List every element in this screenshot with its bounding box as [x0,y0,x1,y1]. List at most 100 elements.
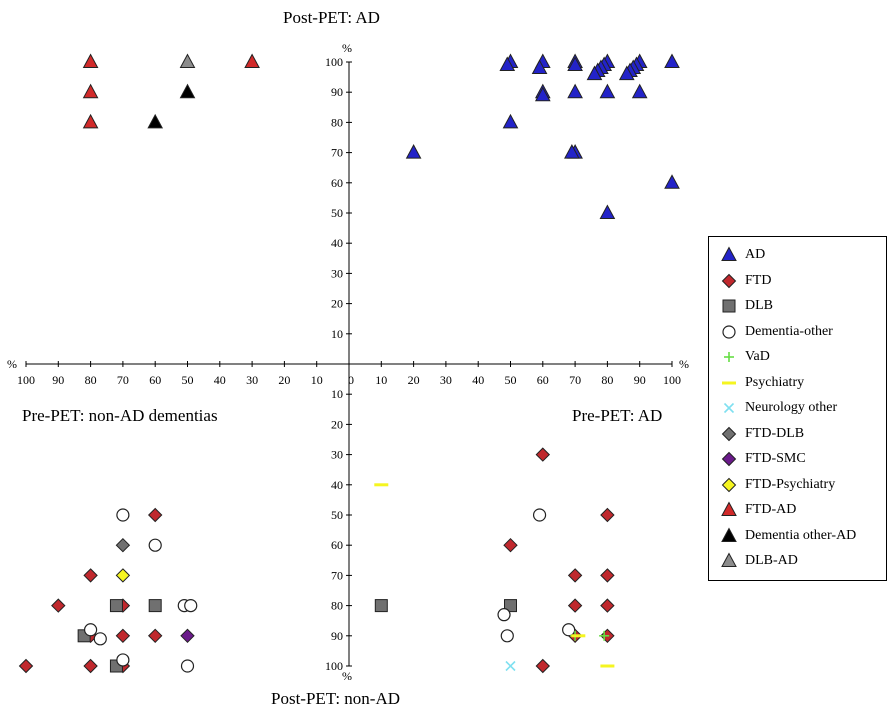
point-dem_other [497,608,511,622]
point-ftd [535,658,551,674]
legend-symbol-dlb_ad [721,552,737,567]
series-ftd_dlb [115,537,131,553]
y-axis-unit-top: % [342,41,352,55]
point-ftd [83,658,98,674]
legend-label-ftd_ad: FTD-AD [745,502,797,517]
legend-label-ad: AD [745,247,766,262]
point-psych [374,483,389,487]
legend-symbol-ftd_ad [721,501,737,516]
point-ftd [600,598,615,613]
point-dem_other [116,653,130,667]
y-tick-label: 70 [331,568,343,582]
y-tick-label: 20 [331,297,343,311]
point-ad [534,86,551,102]
y-tick-label: 90 [331,85,343,99]
legend-marker-dem_other [722,324,736,339]
point-ad [618,65,635,81]
legend-marker-vad [724,352,734,362]
point-dlb_ad [179,53,196,68]
point-ftd [115,628,131,644]
legend-symbol-ftd_smc [721,451,737,467]
point-ad [567,56,583,72]
axes: 0 10 10 20 20 30 30 40 40 50 50 60 60 70 70 80 80 90 90 100… [7,41,689,683]
x-tick-label: 60 [149,373,161,387]
y-tick-label: 10 [331,387,343,401]
legend-symbol-dlb [722,299,736,313]
point-psych [571,634,586,638]
legend-marker-ftd_ad [721,501,737,516]
x-tick-label: 10 [375,373,387,387]
series-ftd_psych [115,568,131,583]
point-ad [405,144,422,159]
x-tick-label: 50 [182,373,194,387]
legend-symbol-ftd_dlb [721,426,737,441]
point-dlb [374,599,388,613]
point-dem_other [180,659,195,673]
point-dem_other [532,508,547,522]
point-vad [599,630,610,641]
legend-symbol-ftd_psych [721,477,737,492]
legend-item-ftd_ad: FTD-AD [719,500,796,520]
y-tick-label: 60 [331,176,343,190]
y-tick-label: 100 [325,659,343,673]
x-tick-label: 40 [472,373,484,387]
legend-marker-ftd [721,273,737,288]
point-psych [600,664,615,668]
point-ftd [535,447,551,462]
series-ftd_smc [180,628,195,644]
legend-item-ftd: FTD [719,271,771,291]
legend-symbol-dem_other_ad [721,526,737,542]
legend-item-vad: VaD [719,347,770,367]
point-dem_other [83,623,98,637]
x-tick-label: 80 [601,373,613,387]
point-ftd [147,628,163,644]
legend-item-psych: Psychiatry [719,373,804,393]
x-tick-label: 20 [408,373,420,387]
x-tick-label: 50 [505,373,517,387]
x-tick-label: 20 [278,373,290,387]
legend-symbol-psych [722,381,736,384]
legend-symbol-ftd [721,273,737,288]
legend-label-dlb: DLB [745,298,773,313]
series-dlb [77,599,517,673]
point-ftd_smc [180,628,195,644]
legend-item-ftd_smc: FTD-SMC [719,449,806,469]
legend-label-dlb_ad: DLB-AD [745,553,798,568]
y-tick-label: 60 [331,538,343,552]
point-ftd_ad [82,113,99,129]
point-dem_other [562,623,576,637]
series-ftd_ad [82,53,260,129]
x-tick-label: 60 [537,373,549,387]
y-tick-label: 30 [331,266,343,280]
point-dlb [148,599,162,613]
legend-marker-psych [722,381,736,384]
point-ftd [83,568,98,583]
legend-item-ftd_dlb: FTD-DLB [719,424,804,444]
x-tick-label: 30 [440,373,452,387]
legend: AD FTD DLB Dementia-other VaD Psychiatry Neuro… [708,236,887,581]
y-tick-label: 40 [331,236,343,250]
point-ftd [503,537,518,553]
legend-item-ad: AD [719,245,765,265]
y-tick-label: 40 [331,478,343,492]
point-dlb [504,599,517,613]
point-ftd [18,658,34,674]
legend-marker-ftd_smc [721,451,737,467]
legend-symbol-ad [721,246,737,261]
point-dem_other [184,598,198,613]
point-ftd [147,507,163,523]
x-tick-label: 90 [634,373,646,387]
series-ad [405,53,680,219]
legend-symbol-dem_other [722,324,736,339]
point-ftd [51,598,66,613]
point-ad [567,83,583,99]
legend-marker-dlb [722,299,736,313]
quadrant-label-left: Pre-PET: non-AD dementias [22,406,218,425]
quadrant-label-right: Pre-PET: AD [572,406,663,425]
legend-label-ftd: FTD [745,272,772,288]
point-ad [531,59,548,75]
series-dem_other_ad [147,83,196,129]
legend-label-ftd_psych: FTD-Psychiatry [745,476,836,492]
point-dem_other_ad [179,83,196,99]
